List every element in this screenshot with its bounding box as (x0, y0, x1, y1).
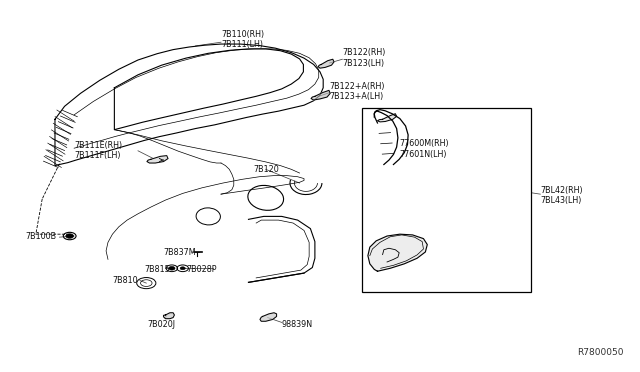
Text: 7B122(RH)
7B123(LH): 7B122(RH) 7B123(LH) (342, 48, 386, 68)
Text: 7B837M: 7B837M (164, 248, 196, 257)
Circle shape (180, 267, 185, 270)
Circle shape (169, 266, 175, 270)
Text: 7B120: 7B120 (253, 165, 278, 174)
Polygon shape (378, 114, 397, 122)
Polygon shape (260, 313, 276, 321)
Circle shape (66, 234, 74, 238)
Text: 7B815: 7B815 (145, 265, 170, 274)
Text: 98839N: 98839N (282, 321, 313, 330)
Text: 7B028P: 7B028P (186, 265, 216, 274)
Text: 7B810: 7B810 (113, 276, 138, 285)
Bar (362, 108, 531, 292)
Polygon shape (368, 234, 428, 271)
Polygon shape (164, 313, 174, 319)
Text: 7B020J: 7B020J (148, 321, 175, 330)
Polygon shape (311, 90, 330, 100)
Text: 77600M(RH)
77601N(LH): 77600M(RH) 77601N(LH) (400, 139, 449, 158)
Text: 7B111E(RH)
7B111F(LH): 7B111E(RH) 7B111F(LH) (74, 141, 122, 160)
Polygon shape (147, 155, 168, 163)
Text: R7800050: R7800050 (577, 348, 623, 357)
Text: 7B122+A(RH)
7B123+A(LH): 7B122+A(RH) 7B123+A(LH) (330, 82, 385, 101)
Text: 7B100B: 7B100B (25, 231, 56, 241)
Polygon shape (318, 59, 334, 68)
Text: 7B110(RH)
7B111(LH): 7B110(RH) 7B111(LH) (221, 30, 264, 49)
Text: 7BL42(RH)
7BL43(LH): 7BL42(RH) 7BL43(LH) (540, 186, 583, 205)
